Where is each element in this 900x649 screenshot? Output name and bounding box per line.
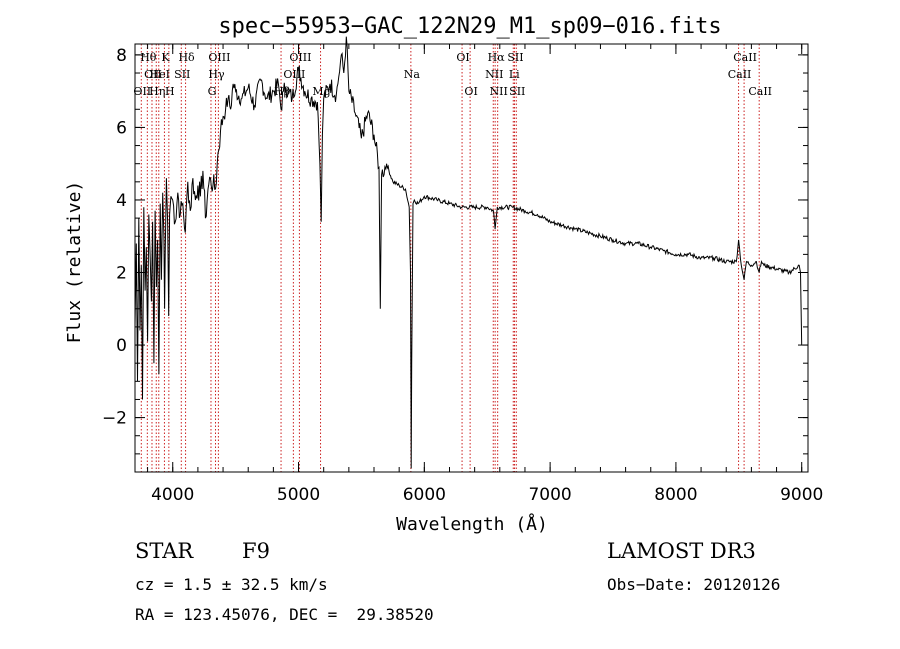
line-label: HeI xyxy=(150,68,170,81)
y-tick-label: 2 xyxy=(116,264,127,284)
subclass: F9 xyxy=(242,539,270,563)
line-label: SII xyxy=(509,85,525,98)
x-tick-label: 8000 xyxy=(654,485,697,505)
line-label: OIII xyxy=(289,51,311,64)
flux-series-line xyxy=(134,36,803,469)
y-tick-label: 4 xyxy=(116,191,127,211)
line-label: OII xyxy=(144,68,162,81)
cz-value: cz = 1.5 ± 32.5 km/s xyxy=(135,575,328,594)
line-label: Li xyxy=(509,68,520,81)
y-axis-label: Flux (relative) xyxy=(64,181,85,344)
line-label: Hδ xyxy=(178,51,195,64)
line-label: Hθ xyxy=(140,51,157,64)
x-tick-label: 5000 xyxy=(277,485,320,505)
obs-date: Obs−Date: 20120126 xyxy=(607,575,781,594)
line-label: K xyxy=(161,51,170,64)
line-label: OIII xyxy=(208,51,230,64)
y-tick-label: 0 xyxy=(116,336,127,356)
x-axis-ticks: 4000 5000 6000 7000 8000 9000 xyxy=(147,44,823,505)
line-label: OI xyxy=(464,85,477,98)
y-tick-label: 6 xyxy=(116,118,127,138)
spectral-line-markers xyxy=(140,44,760,472)
line-label: Na xyxy=(404,68,421,81)
line-label: CaII xyxy=(748,85,772,98)
spectral-line-labels: OIIHθOIIHηHeIKHSIIHδGHγOIIIHβOIIIOIIIMgN… xyxy=(133,51,772,98)
line-label: H xyxy=(165,85,175,98)
line-label: G xyxy=(208,85,217,98)
line-label: NII xyxy=(490,85,508,98)
line-label: NII xyxy=(485,68,503,81)
plot-frame xyxy=(134,43,809,473)
y-tick-label: −2 xyxy=(102,409,127,429)
line-label: SII xyxy=(174,68,190,81)
survey-name: LAMOST DR3 xyxy=(607,539,756,563)
line-label: Hη xyxy=(149,85,165,98)
line-label: OI xyxy=(456,51,469,64)
x-tick-label: 6000 xyxy=(403,485,446,505)
x-axis-label: Wavelength (Å) xyxy=(396,513,548,535)
line-label: CaII xyxy=(728,68,752,81)
x-tick-label: 9000 xyxy=(780,485,823,505)
chart-title: spec−55953−GAC_122N29_M1_sp09−016.fits xyxy=(218,14,721,39)
x-tick-label: 4000 xyxy=(151,485,194,505)
line-label: Hα xyxy=(488,51,506,64)
x-tick-label: 7000 xyxy=(528,485,571,505)
ra-dec: RA = 123.45076, DEC = 29.38520 xyxy=(135,605,434,624)
line-label: SII xyxy=(507,51,523,64)
line-label: Hγ xyxy=(208,68,225,81)
y-axis-ticks: −2 0 2 4 6 8 xyxy=(102,46,808,455)
object-type: STAR xyxy=(135,539,194,563)
line-label: CaII xyxy=(733,51,757,64)
y-tick-label: 8 xyxy=(116,46,127,66)
line-label: OII xyxy=(133,85,151,98)
line-label: OIII xyxy=(283,68,305,81)
